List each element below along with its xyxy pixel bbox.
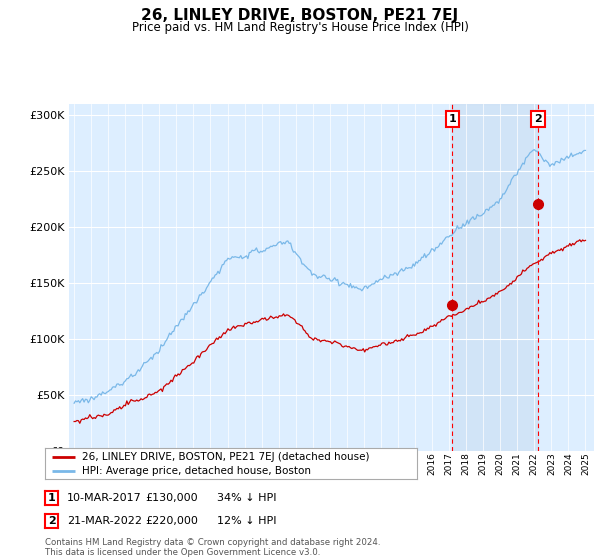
Text: 26, LINLEY DRIVE, BOSTON, PE21 7EJ: 26, LINLEY DRIVE, BOSTON, PE21 7EJ [142, 8, 458, 24]
Text: 10-MAR-2017: 10-MAR-2017 [67, 493, 142, 503]
Text: 1: 1 [448, 114, 456, 124]
Text: 12% ↓ HPI: 12% ↓ HPI [217, 516, 277, 526]
Text: 26, LINLEY DRIVE, BOSTON, PE21 7EJ (detached house): 26, LINLEY DRIVE, BOSTON, PE21 7EJ (deta… [82, 451, 370, 461]
Text: 21-MAR-2022: 21-MAR-2022 [67, 516, 142, 526]
Text: 34% ↓ HPI: 34% ↓ HPI [217, 493, 277, 503]
Text: Price paid vs. HM Land Registry's House Price Index (HPI): Price paid vs. HM Land Registry's House … [131, 21, 469, 34]
Text: £130,000: £130,000 [145, 493, 198, 503]
Bar [452, 104, 538, 451]
Text: 1: 1 [48, 493, 55, 503]
Text: HPI: Average price, detached house, Boston: HPI: Average price, detached house, Bost… [82, 466, 311, 476]
Text: Contains HM Land Registry data © Crown copyright and database right 2024.
This d: Contains HM Land Registry data © Crown c… [45, 538, 380, 557]
Text: 2: 2 [534, 114, 542, 124]
Text: 2: 2 [48, 516, 55, 526]
Text: £220,000: £220,000 [145, 516, 198, 526]
